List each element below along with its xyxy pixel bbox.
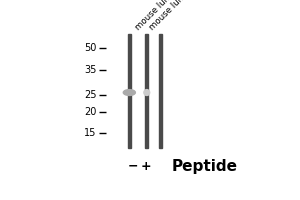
- Ellipse shape: [123, 90, 135, 95]
- Ellipse shape: [144, 90, 150, 95]
- Text: 35: 35: [84, 65, 96, 75]
- Text: −: −: [128, 160, 139, 173]
- Text: +: +: [141, 160, 152, 173]
- Text: Peptide: Peptide: [172, 159, 238, 174]
- Text: 25: 25: [84, 90, 96, 100]
- Text: 20: 20: [84, 107, 96, 117]
- Text: 15: 15: [84, 128, 96, 138]
- Text: mouse lung: mouse lung: [147, 0, 190, 32]
- Bar: [159, 34, 162, 148]
- Bar: [128, 34, 131, 148]
- Text: mouse lung: mouse lung: [134, 0, 176, 32]
- Text: 50: 50: [84, 43, 96, 53]
- Bar: [145, 34, 148, 148]
